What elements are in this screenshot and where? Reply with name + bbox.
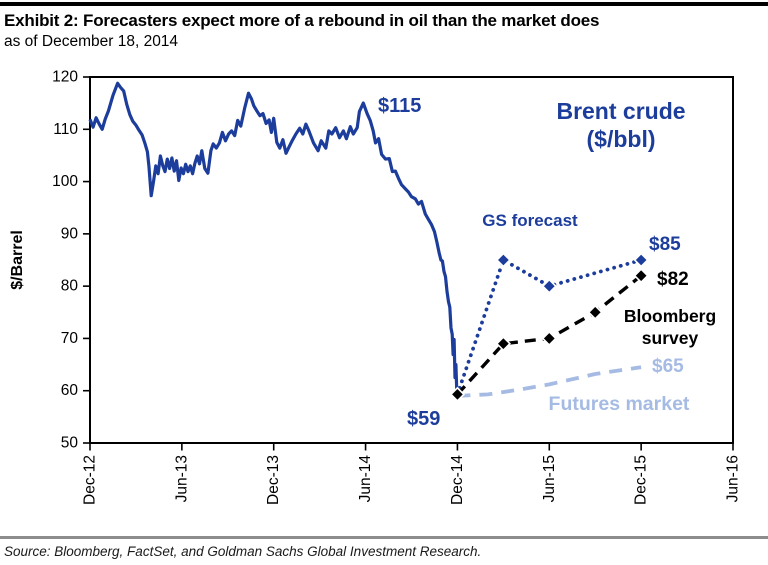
- y-tick-label: 120: [52, 69, 78, 86]
- annotation-brent-crude: Brent crude: [556, 98, 685, 124]
- annotation--59: $59: [407, 408, 440, 430]
- marker-diamond-bloomberg-survey: [587, 304, 603, 320]
- x-tick-label: Dec-12: [82, 455, 99, 505]
- marker-diamond-gs-forecast: [633, 252, 649, 268]
- exhibit-subtitle: as of December 18, 2014: [4, 33, 179, 50]
- annotation-gs-forecast: GS forecast: [482, 211, 578, 230]
- chart-canvas: 50 60 70 80 90 100 110 120 Dec-12 Jun-13 Dec-13 Jun…: [9, 69, 742, 505]
- annotation-survey: survey: [642, 328, 699, 348]
- y-tick-label: 90: [61, 225, 79, 242]
- x-tick-label: Dec-14: [449, 455, 466, 505]
- series-gs-forecast: [455, 258, 643, 397]
- x-tick-label: Dec-15: [633, 455, 650, 505]
- marker-diamond-bloomberg-survey: [495, 336, 511, 352]
- annotation--115: $115: [378, 95, 421, 117]
- x-tick-label: Jun-16: [725, 455, 742, 502]
- series-futures-market: [457, 365, 642, 398]
- marker-diamond-gs-forecast: [495, 252, 511, 268]
- y-tick-label: 60: [61, 382, 79, 399]
- y-tick-label: 100: [52, 173, 78, 190]
- top-rule: [0, 2, 768, 6]
- series-brent-spot-history: [88, 81, 459, 395]
- annotation--85: $85: [649, 234, 681, 255]
- footer-rule: [0, 536, 768, 539]
- marker-diamond-gs-forecast: [541, 278, 557, 294]
- x-tick-label: Jun-13: [173, 455, 190, 502]
- y-tick-label: 50: [61, 435, 79, 452]
- annotation-bloomberg: Bloomberg: [624, 306, 716, 326]
- x-tick-label: Jun-15: [541, 455, 558, 502]
- annotation--bbl-: ($/bbl): [587, 126, 656, 152]
- x-tick-label: Jun-14: [357, 455, 374, 503]
- annotation--82: $82: [657, 269, 689, 290]
- y-axis-title: $/Barrel: [9, 230, 26, 290]
- y-tick-label: 70: [61, 330, 79, 347]
- annotation-futures-market: Futures market: [549, 393, 690, 415]
- marker-diamond-bloomberg-survey: [541, 330, 557, 347]
- annotation--65: $65: [652, 356, 684, 377]
- y-tick-label: 80: [61, 278, 79, 295]
- plot-border: [89, 76, 734, 444]
- x-tick-label: Dec-13: [265, 455, 282, 505]
- source-note: Source: Bloomberg, FactSet, and Goldman …: [4, 544, 482, 559]
- marker-diamond-bloomberg-survey: [449, 386, 466, 403]
- y-tick-label: 110: [53, 121, 78, 138]
- exhibit-title: Exhibit 2: Forecasters expect more of a …: [4, 11, 600, 30]
- marker-diamond-bloomberg-survey: [633, 268, 649, 284]
